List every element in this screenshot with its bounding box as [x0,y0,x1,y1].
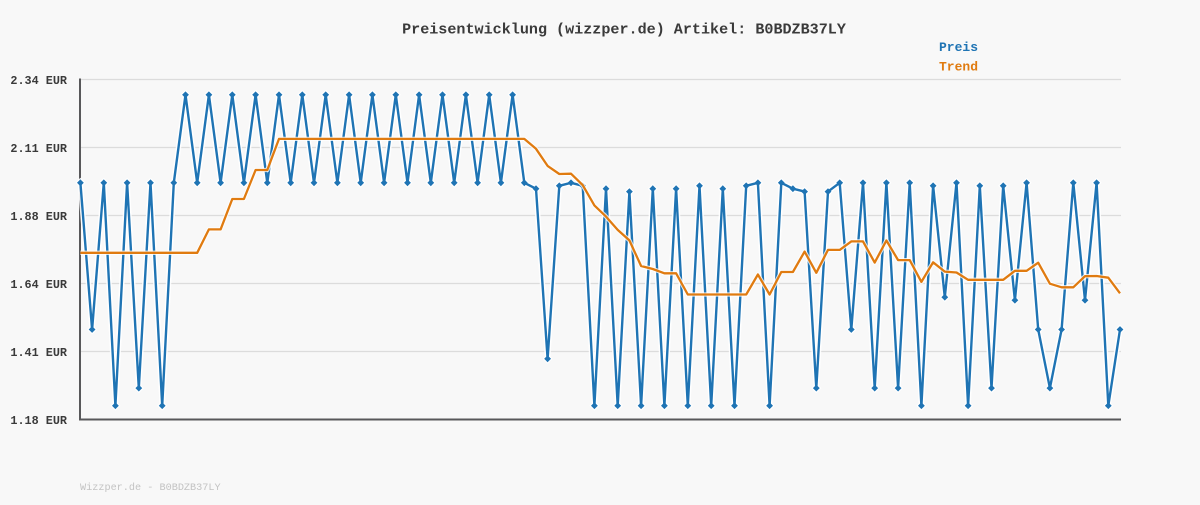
svg-text:1.41 EUR: 1.41 EUR [10,346,68,360]
svg-text:2.34 EUR: 2.34 EUR [10,74,68,88]
svg-text:Preis: Preis [939,40,978,55]
svg-text:Preisentwicklung (wizzper.de): Preisentwicklung (wizzper.de) Artikel: B… [402,21,847,39]
svg-text:Trend: Trend [939,60,978,75]
svg-text:2.11 EUR: 2.11 EUR [10,142,68,156]
svg-text:1.18 EUR: 1.18 EUR [10,414,68,428]
svg-text:1.64 EUR: 1.64 EUR [10,278,68,292]
svg-text:1.88 EUR: 1.88 EUR [10,210,68,224]
svg-text:Wizzper.de - B0BDZB37LY: Wizzper.de - B0BDZB37LY [80,482,221,494]
